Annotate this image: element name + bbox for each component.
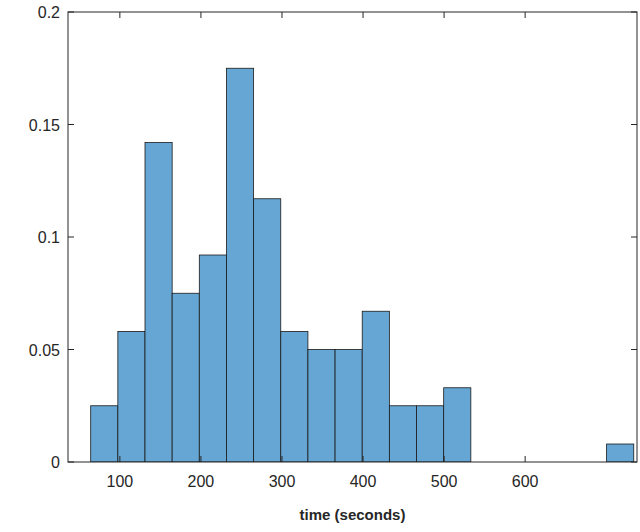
x-tick	[363, 456, 364, 462]
x-tick-label: 300	[269, 473, 296, 490]
x-tick-label: 500	[431, 473, 458, 490]
y-tick-label: 0.1	[38, 229, 60, 246]
x-tick	[200, 456, 201, 462]
histogram-bar	[417, 406, 444, 462]
y-tick-label: 0	[51, 454, 60, 471]
y-tick	[631, 124, 637, 125]
histogram-bar	[281, 332, 308, 463]
x-tick-label: 200	[188, 473, 215, 490]
y-tick	[631, 237, 637, 238]
x-tick	[281, 456, 282, 462]
x-axis-label: time (seconds)	[300, 506, 406, 523]
y-tick	[68, 12, 74, 13]
histogram-bar	[444, 388, 471, 462]
x-tick	[119, 12, 120, 18]
histogram-bar	[308, 350, 335, 463]
histogram-bar	[172, 293, 199, 462]
x-tick	[363, 12, 364, 18]
x-tick	[525, 12, 526, 18]
y-tick	[68, 124, 74, 125]
y-tick	[631, 462, 637, 463]
y-tick	[631, 12, 637, 13]
x-tick-label: 400	[350, 473, 377, 490]
x-tick	[200, 12, 201, 18]
x-tick	[281, 12, 282, 18]
histogram-bar	[335, 350, 362, 463]
histogram-bar	[254, 199, 281, 462]
x-tick-label: 100	[107, 473, 134, 490]
x-tick-label: 600	[512, 473, 539, 490]
histogram-bar	[145, 143, 172, 463]
histogram-bar	[226, 68, 253, 462]
histogram-bar	[91, 406, 118, 462]
histogram-bar	[389, 406, 416, 462]
x-tick	[119, 456, 120, 462]
histogram-bar	[362, 311, 389, 462]
plot-area	[68, 12, 637, 462]
x-tick	[444, 12, 445, 18]
axes-frame	[68, 12, 637, 462]
chart-svg: 100 200 300 400 500 600 0 0.05 0.1 0.15 0.2 time (s…	[0, 0, 640, 532]
y-tick-label: 0.2	[38, 4, 60, 21]
histogram-bar	[199, 255, 226, 462]
x-tick	[444, 456, 445, 462]
histogram-bar	[607, 444, 634, 462]
y-tick	[631, 349, 637, 350]
y-tick-label: 0.05	[29, 342, 60, 359]
histogram-bar	[118, 332, 145, 463]
chart: 100 200 300 400 500 600 0 0.05 0.1 0.15 0.2 time (s…	[0, 0, 640, 532]
y-tick	[68, 462, 74, 463]
y-tick	[68, 349, 74, 350]
y-tick-label: 0.15	[29, 117, 60, 134]
bars	[91, 68, 634, 462]
x-tick	[525, 456, 526, 462]
y-tick	[68, 237, 74, 238]
